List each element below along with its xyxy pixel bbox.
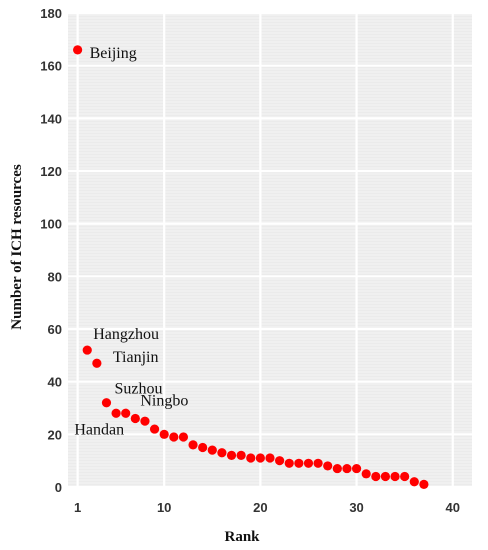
data-point: [332, 463, 342, 474]
data-point: [121, 408, 131, 418]
data-point: [236, 450, 246, 460]
y-tick-label: 20: [48, 427, 62, 442]
data-point: [342, 463, 352, 474]
point-annotation: Beijing: [90, 45, 137, 62]
data-point: [380, 471, 391, 482]
y-tick-label: 60: [48, 322, 62, 337]
x-tick-label: 40: [446, 500, 460, 515]
data-point: [130, 413, 140, 424]
point-annotation: Tianjin: [113, 349, 159, 366]
point-annotation: Handan: [74, 421, 124, 438]
data-point: [246, 453, 256, 463]
data-point: [207, 445, 217, 455]
data-point: [159, 429, 169, 439]
data-point: [198, 442, 208, 453]
y-axis-title: Number of ICH resources: [9, 164, 25, 330]
data-point: [371, 471, 381, 482]
data-point: [284, 458, 294, 468]
y-tick-label: 0: [55, 480, 62, 495]
data-points: [73, 45, 429, 489]
data-point: [409, 477, 419, 487]
data-point: [149, 424, 160, 434]
data-point: [111, 408, 121, 418]
data-point: [92, 358, 102, 368]
data-point: [361, 469, 371, 479]
y-tick-label: 80: [48, 269, 62, 284]
background-stripes: [68, 14, 472, 487]
data-point: [82, 345, 92, 355]
data-point: [169, 432, 179, 442]
data-point: [217, 448, 227, 458]
y-tick-labels: 0 20 40 60 80 100 120 140 160 180: [40, 6, 62, 495]
x-tick-label: 1: [74, 500, 81, 515]
y-tick-label: 160: [40, 59, 62, 74]
data-point: [303, 458, 314, 468]
data-point: [323, 461, 333, 471]
y-tick-label: 100: [40, 217, 62, 232]
point-annotation: Suzhou: [114, 381, 162, 398]
point-annotation: Hangzhou: [93, 326, 159, 343]
data-point: [188, 440, 198, 450]
x-tick-label: 10: [157, 500, 171, 515]
y-tick-label: 140: [40, 111, 62, 126]
y-tick-label: 40: [48, 375, 62, 390]
x-tick-labels: 1 10 20 30 40: [74, 500, 460, 515]
data-point: [419, 479, 429, 489]
data-point: [255, 453, 265, 463]
data-point: [73, 45, 83, 55]
data-point: [400, 471, 410, 482]
x-tick-label: 20: [253, 500, 267, 515]
x-tick-label: 30: [349, 500, 363, 515]
y-tick-label: 120: [40, 164, 62, 179]
data-point: [178, 432, 189, 442]
data-point: [275, 456, 285, 466]
data-point: [265, 453, 275, 463]
data-point: [226, 450, 237, 460]
data-point: [351, 463, 362, 474]
data-point: [294, 458, 304, 468]
x-axis-title: Rank: [224, 529, 260, 545]
y-tick-label: 180: [40, 6, 62, 21]
data-point: [390, 471, 400, 482]
data-point: [140, 416, 150, 426]
point-annotation: Ningbo: [140, 393, 188, 410]
data-point: [101, 398, 112, 408]
gridlines: [68, 11, 472, 489]
data-point: [313, 458, 323, 468]
